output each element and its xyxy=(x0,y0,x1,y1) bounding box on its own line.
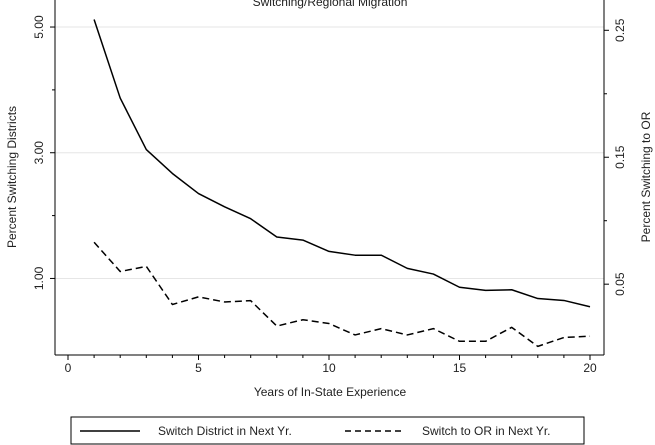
series-line-switch-to-or xyxy=(93,241,591,348)
legend-box xyxy=(70,416,585,445)
x-tick-label-2: 10 xyxy=(322,361,336,375)
y-left-tick-label-0: 1.00 xyxy=(32,266,46,290)
x-tick-label-3: 15 xyxy=(453,361,467,375)
x-tick-label-1: 5 xyxy=(195,361,202,375)
legend-label-district: Switch District in Next Yr. xyxy=(158,424,292,438)
series-layer xyxy=(93,19,591,348)
y-right-tick-label-0: 0.05 xyxy=(613,272,627,296)
x-tick-label-4: 20 xyxy=(583,361,597,375)
chart-title: Switching/Regional Migration xyxy=(253,0,408,9)
x-tick-label-0: 0 xyxy=(65,361,72,375)
y-right-tick-label-1: 0.15 xyxy=(613,145,627,169)
y-axis-right-title: Percent Switching to OR xyxy=(639,111,653,242)
y-axis-left-title: Percent Switching Districts xyxy=(5,106,19,248)
y-left-tick-label-2: 5.00 xyxy=(32,15,46,39)
y-right-tick-label-2: 0.25 xyxy=(613,18,627,42)
series-line-switch-district xyxy=(93,19,591,308)
legend-label-or: Switch to OR in Next Yr. xyxy=(422,424,551,438)
y-left-tick-label-1: 3.00 xyxy=(32,141,46,165)
x-axis-title: Years of In-State Experience xyxy=(254,385,407,399)
ticks-layer: 1.00 3.00 5.00 0.05 0.15 0.25 0 5 10 15 20 xyxy=(32,15,627,375)
grid-lines xyxy=(55,26,604,279)
